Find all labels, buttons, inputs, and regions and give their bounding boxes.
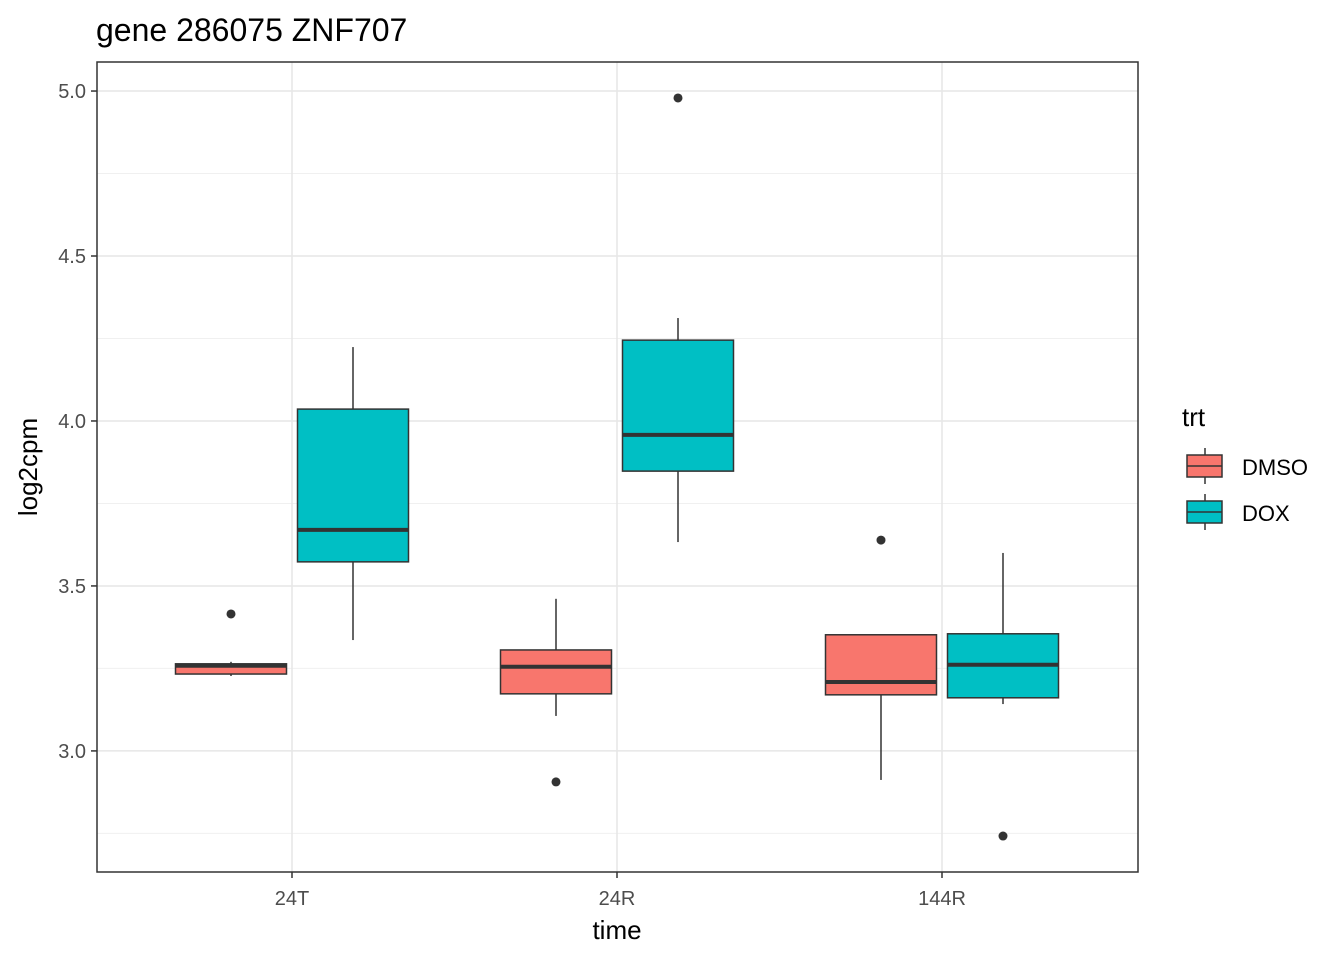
outlier-point [226,609,236,619]
y-tick-label: 3.5 [58,576,86,598]
legend-item-dmso: DMSO [1186,448,1308,484]
box-dmso-144r [824,535,938,780]
box-iqr [621,339,735,472]
legend-title: trt [1182,402,1206,432]
y-tick-label: 3.0 [58,741,86,763]
legend-label: DMSO [1242,455,1308,480]
box-dox-24r [621,93,735,543]
box-dox-24t [296,347,410,641]
legend: DMSO DOX [1186,448,1308,530]
outlier-point [998,831,1008,841]
x-tick-label: 24T [275,888,309,910]
outlier-point [673,93,683,103]
x-tick-label: 24R [599,888,636,910]
chart-title: gene 286075 ZNF707 [96,12,407,48]
y-tick-label: 5.0 [58,81,86,103]
y-axis-label: log2cpm [13,418,43,516]
outlier-point [876,535,886,545]
box-iqr [499,649,613,695]
box-iqr [824,634,938,696]
outlier-point [551,777,561,787]
legend-label: DOX [1242,501,1290,526]
y-tick-label: 4.0 [58,411,86,433]
boxes [174,93,1060,841]
box-dmso-24t [174,609,288,677]
gridlines [97,62,1138,872]
x-axis-label: time [592,915,641,945]
y-tick-label: 4.5 [58,246,86,268]
box-dmso-24r [499,598,613,787]
x-tick-label: 144R [918,888,966,910]
axes: 3.0 3.5 4.0 4.5 5.0 24T 24R 144R [58,81,966,910]
box-iqr [296,408,410,563]
box-dox-144r [946,552,1060,841]
legend-item-dox: DOX [1186,494,1290,530]
